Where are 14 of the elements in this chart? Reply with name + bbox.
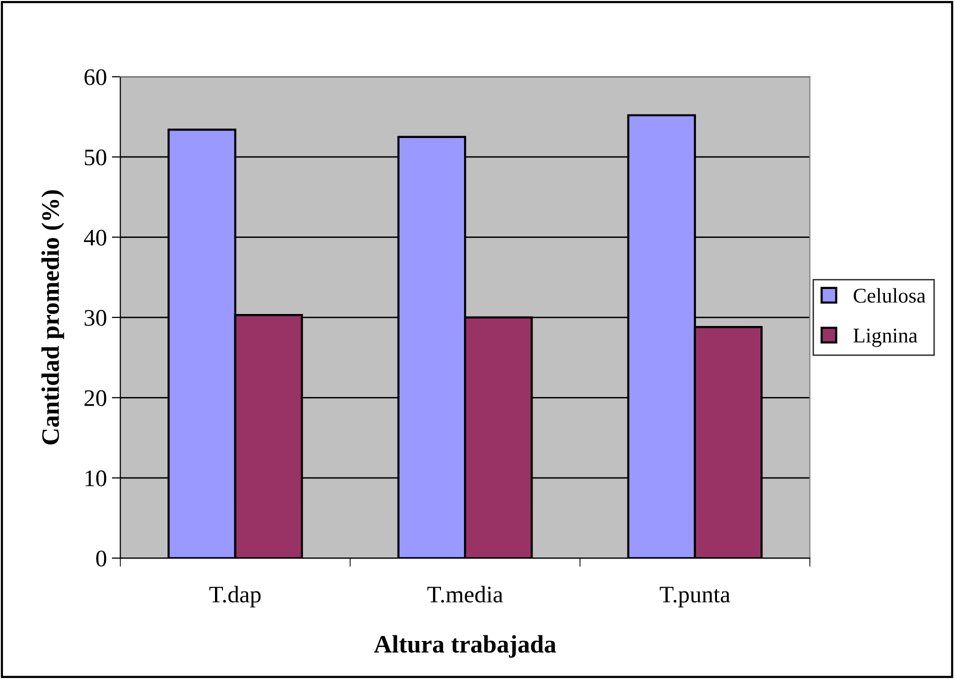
x-tick-label: T.media [427, 586, 503, 603]
y-tick-label: 40 [84, 230, 106, 246]
y-tick-label: 0 [96, 550, 106, 567]
legend-label: Lignina [853, 328, 918, 347]
y-axis-title: Cantidad promedio (%) [41, 190, 64, 444]
y-tick-label: 30 [84, 310, 106, 326]
y-tick-label: 20 [84, 390, 106, 406]
x-axis-title: Altura trabajada [374, 635, 556, 658]
legend-label: Celulosa [854, 288, 926, 303]
y-tick-label: 60 [84, 69, 106, 86]
x-tick-label: T.dap [209, 586, 261, 608]
y-tick-label: 10 [86, 470, 106, 486]
y-tick-label: 50 [84, 149, 106, 166]
x-tick-label: T.punta [660, 586, 730, 608]
